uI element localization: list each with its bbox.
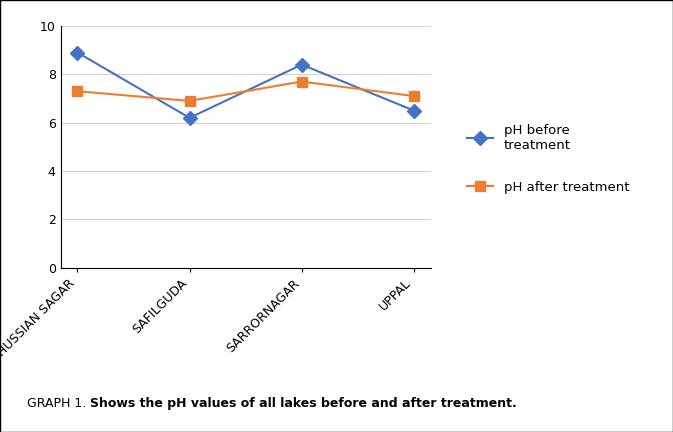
Legend: pH before
treatment, pH after treatment: pH before treatment, pH after treatment xyxy=(467,124,629,194)
pH before
treatment xyxy=(410,108,418,113)
pH after treatment xyxy=(186,98,194,104)
pH before
treatment xyxy=(73,50,81,55)
pH before
treatment xyxy=(297,62,306,67)
Text: Shows the pH values of all lakes before and after treatment.: Shows the pH values of all lakes before … xyxy=(90,397,517,410)
pH after treatment xyxy=(73,89,81,94)
pH after treatment xyxy=(410,93,418,98)
Line: pH after treatment: pH after treatment xyxy=(73,77,419,106)
Text: GRAPH 1.: GRAPH 1. xyxy=(27,397,90,410)
Line: pH before
treatment: pH before treatment xyxy=(73,48,419,123)
pH after treatment xyxy=(297,79,306,84)
pH before
treatment xyxy=(186,115,194,121)
